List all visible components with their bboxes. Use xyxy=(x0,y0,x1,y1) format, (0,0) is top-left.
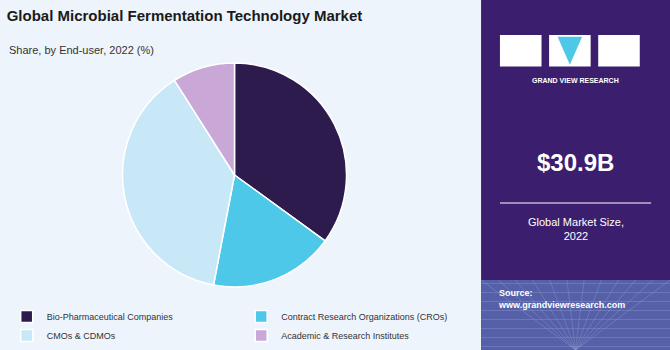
svg-text:Share, by End-user, 2022 (%): Share, by End-user, 2022 (%) xyxy=(9,44,154,56)
svg-text:Global Market Size,2022: Global Market Size,2022 xyxy=(528,216,624,242)
svg-text:Bio-Pharmaceutical Companies: Bio-Pharmaceutical Companies xyxy=(47,312,174,322)
svg-text:$30.9B: $30.9B xyxy=(537,149,614,176)
svg-text:Global Microbial Fermentation: Global Microbial Fermentation Technology… xyxy=(7,7,363,24)
svg-text:GRAND VIEW RESEARCH: GRAND VIEW RESEARCH xyxy=(532,77,619,84)
svg-text:CMOs & CDMOs: CMOs & CDMOs xyxy=(47,331,116,341)
svg-text:Academic & Research Institutes: Academic & Research Institutes xyxy=(281,331,409,341)
svg-text:Source:www.grandviewresearch.c: Source:www.grandviewresearch.com xyxy=(498,288,625,310)
svg-text:Contract Research Organization: Contract Research Organizations (CROs) xyxy=(281,312,447,322)
